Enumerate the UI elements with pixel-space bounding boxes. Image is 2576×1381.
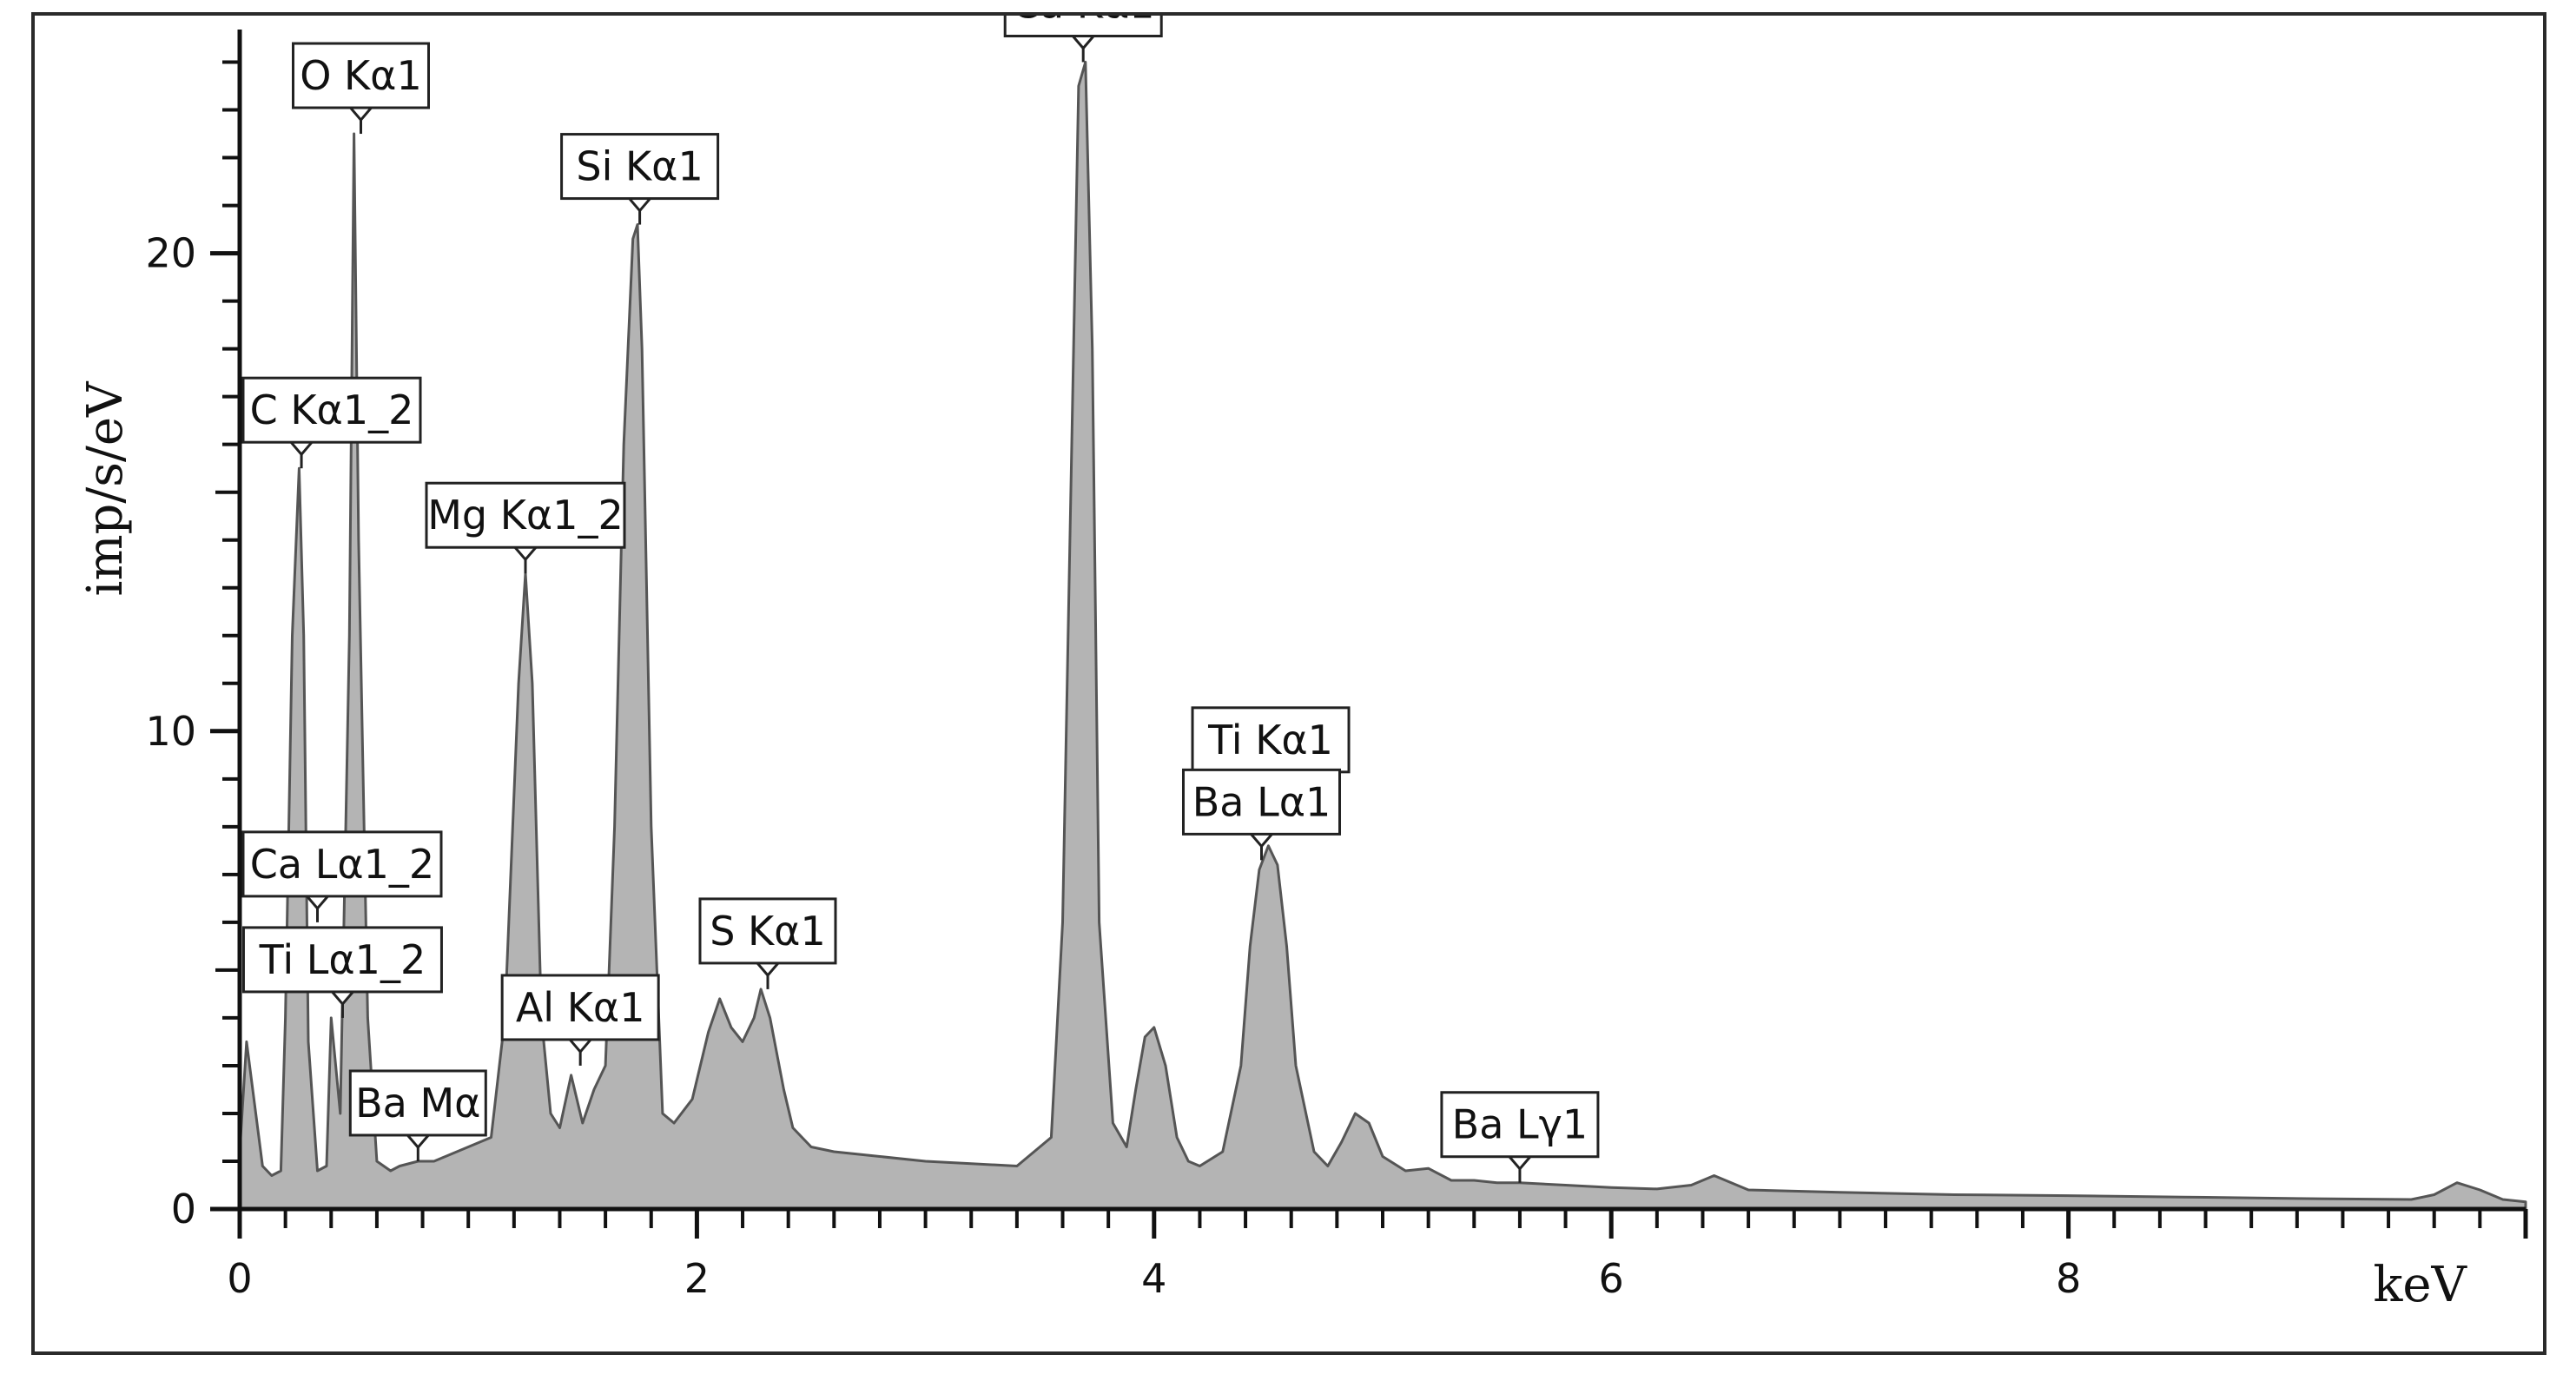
peak-label-box [291,42,430,109]
peak-label: Ba Lγ1 [1440,1091,1600,1183]
peak-label-notch [406,1134,430,1150]
peak-label-box [1182,768,1342,836]
x-tick-label: 6 [1599,1255,1624,1302]
peak-label-box [1191,706,1351,774]
peak-label: Al Kα1 [500,974,660,1066]
y-tick-label: 10 [145,708,196,755]
peak-label-text: Ba Lγ1 [1452,1101,1589,1148]
peak-label-box [1003,16,1163,38]
peak-label-text: Ba Lα1 [1192,778,1331,825]
peak-label-text: Mg Kα1_2 [427,492,624,539]
peak-label-text: Ti Kα1 [1207,717,1333,763]
peak-label: Ti Lα1_2 [241,926,443,1018]
peak-label-notch [628,197,651,213]
peak-label-box [425,481,626,549]
peak-label-box [500,974,660,1041]
peak-label: Ba Mα [348,1069,487,1161]
y-axis-label: imp/s/eV [77,380,134,596]
peak-label-text: Si Kα1 [576,143,703,190]
peak-label-notch [569,1038,592,1054]
x-tick-label: 4 [1141,1255,1166,1302]
peak-label-notch [331,990,354,1007]
peak-label-text: S Kα1 [710,908,826,955]
y-tick-label: 20 [145,230,196,277]
peak-label-text: C Kα1_2 [250,387,414,433]
peak-label-box [241,926,443,994]
peak-label-text: Al Kα1 [516,984,645,1031]
peak-label-box [241,376,422,444]
peak-label: Si Kα1 [560,133,720,225]
peak-label-notch [1072,35,1095,50]
peak-label: Ba Lα1 [1182,768,1342,861]
peak-label-notch [306,895,329,911]
peak-label-notch [1250,833,1273,849]
x-tick-label: 8 [2056,1255,2081,1302]
peak-label: S Kα1 [698,897,837,989]
peak-label-text: O Kα1 [300,52,422,99]
peak-label-notch [1508,1155,1532,1172]
peak-label-text: Ba Mα [355,1080,480,1127]
peak-label: O Kα1 [291,42,430,135]
peak-label-notch [289,441,314,457]
peak-label-notch [513,546,538,562]
peak-label-text: Ti Lα1_2 [259,936,426,983]
peak-label: Ca Kα1 [1003,16,1163,63]
peak-label-box [1440,1091,1600,1159]
x-tick-label: 0 [227,1255,252,1302]
peak-label-box [241,830,443,898]
peak-label-box [698,897,837,965]
peak-label-notch [349,107,373,122]
peak-label: Ca Lα1_2 [241,830,443,922]
eds-spectrum-chart: 0 2 4 6 8 0 10 20 O Kα1 Ca Kα1 Si Kα1 Mg Kα1_2 C Kα… [77,16,2528,1313]
peak-label-text: Ca Kα1 [1012,16,1155,28]
x-axis-label: keV [2373,1257,2467,1313]
x-tick-label: 2 [684,1255,710,1302]
peak-label: C Kα1_2 [241,376,422,469]
peak-label-box [348,1069,487,1137]
peak-label-notch [756,961,780,978]
peak-label: Ti Kα1 [1191,706,1351,798]
chart-frame: 0 2 4 6 8 0 10 20 O Kα1 Ca Kα1 Si Kα1 Mg Kα1_2 C Kα… [31,12,2546,1355]
peak-label-box [560,133,720,201]
peak-label: Mg Kα1_2 [425,481,626,574]
y-tick-label: 0 [171,1186,196,1232]
spectrum-area [238,61,2527,1211]
peak-label-text: Ca Lα1_2 [250,841,434,888]
